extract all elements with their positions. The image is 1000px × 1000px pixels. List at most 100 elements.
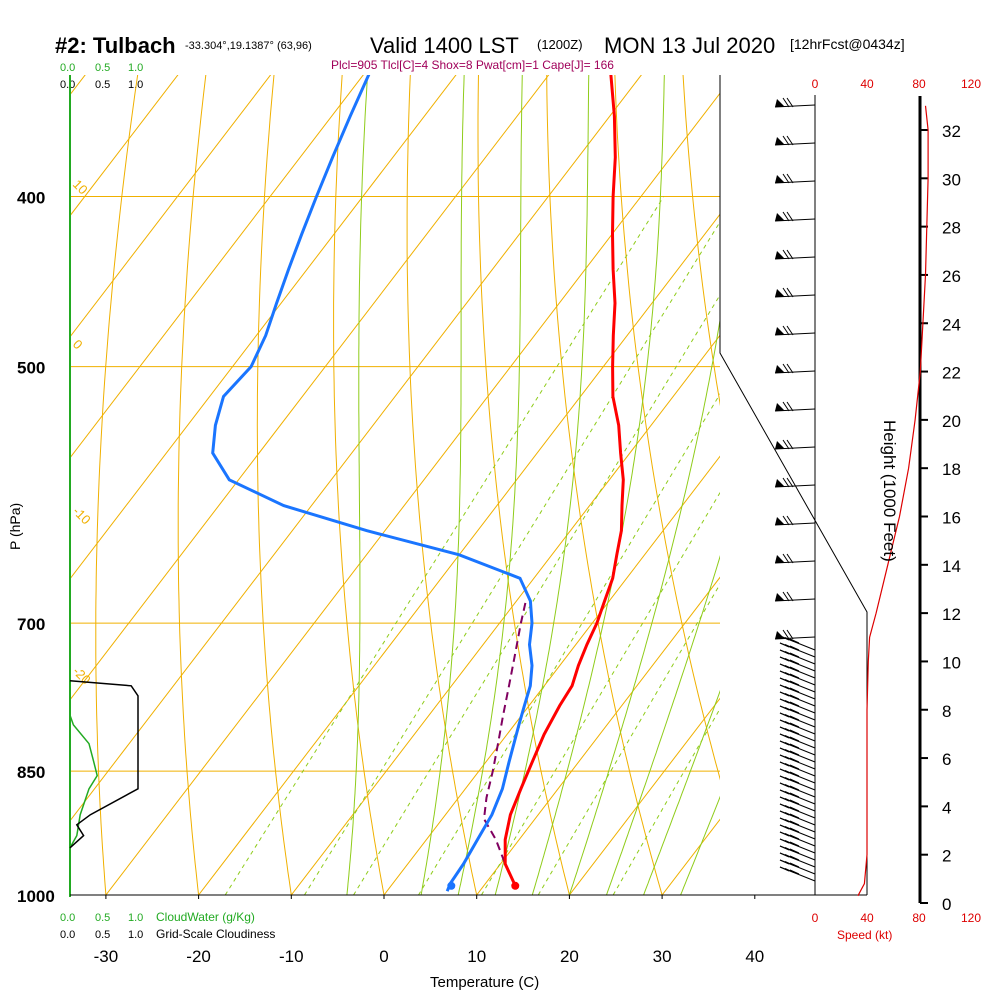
barb-flag bbox=[784, 658, 795, 663]
station-coords: -33.304°,19.1387° (63,96) bbox=[185, 40, 312, 52]
temperature-label: -10 bbox=[279, 947, 304, 966]
dry-adiabat bbox=[739, 0, 955, 932]
wind-barb bbox=[779, 761, 816, 777]
height-label: 10 bbox=[942, 653, 961, 672]
wind-barb bbox=[779, 670, 816, 686]
adiabat-label: -20 bbox=[70, 664, 94, 688]
barb-flag bbox=[779, 768, 790, 774]
pressure-label-500: 500 bbox=[17, 359, 45, 378]
barb-flag bbox=[779, 831, 790, 837]
barb-flag bbox=[782, 515, 790, 526]
temperature-label: -20 bbox=[186, 947, 211, 966]
barb-pennant bbox=[775, 251, 785, 259]
moist-adiabat bbox=[531, 75, 665, 895]
speed-axis-label: Speed (kt) bbox=[837, 928, 892, 942]
barb-pennant bbox=[775, 479, 785, 487]
moist-adiabat bbox=[346, 75, 369, 895]
wind-barb bbox=[774, 135, 816, 146]
wind-barb bbox=[774, 591, 816, 602]
moist-adiabat bbox=[420, 75, 465, 895]
wind-barb bbox=[779, 649, 816, 665]
cw-top-tick-2: 1.0 bbox=[128, 62, 143, 74]
wind-barb bbox=[774, 439, 816, 450]
barb-flag bbox=[779, 845, 790, 851]
barb-flag bbox=[789, 743, 800, 749]
temperature-label: 0 bbox=[379, 947, 388, 966]
barb-pennant bbox=[775, 365, 785, 373]
station-title: #2: Tulbach bbox=[55, 33, 176, 58]
wind-barb bbox=[774, 515, 816, 526]
barb-pennant bbox=[775, 403, 785, 411]
speed-top-label: 0 bbox=[812, 77, 819, 91]
wind-barb bbox=[774, 629, 816, 640]
wind-barb bbox=[779, 789, 816, 805]
barb-flag bbox=[779, 859, 790, 865]
barb-flag bbox=[779, 635, 790, 641]
barb-flag bbox=[784, 637, 795, 642]
cloudwater-scale-top: 0.0 0.5 1.0 bbox=[60, 62, 143, 74]
height-axis-label: Height (1000 Feet) bbox=[880, 420, 899, 562]
wind-barb bbox=[779, 712, 816, 728]
barb-flag bbox=[784, 693, 795, 698]
adiabat-label: -10 bbox=[70, 504, 94, 528]
surface-dewpoint-point bbox=[447, 881, 456, 890]
barb-flag bbox=[789, 722, 800, 728]
wind-barb bbox=[774, 363, 816, 374]
cloudiness-curve bbox=[69, 680, 139, 849]
barb-pennant bbox=[775, 99, 785, 107]
barb-flag bbox=[789, 834, 800, 840]
barb-flag bbox=[779, 782, 790, 788]
barb-flag bbox=[779, 810, 790, 816]
isotherm-line bbox=[198, 213, 720, 895]
barb-flag bbox=[786, 287, 794, 298]
height-label: 8 bbox=[942, 702, 951, 721]
dry-adiabat bbox=[801, 0, 1000, 932]
cl-top-tick-1: 0.5 bbox=[95, 79, 110, 91]
isotherm-line bbox=[290, 334, 720, 895]
cloudiness-scale-top: 0.0 0.5 1.0 bbox=[60, 79, 143, 91]
barb-flag bbox=[779, 838, 790, 844]
barb-flag bbox=[779, 775, 790, 781]
wind-barb bbox=[779, 796, 816, 812]
barb-flag bbox=[786, 477, 794, 488]
wind-barb bbox=[779, 642, 816, 658]
barb-flag bbox=[789, 785, 800, 791]
barb-flag bbox=[786, 325, 794, 336]
barb-flag bbox=[786, 553, 794, 564]
moist-adiabat bbox=[643, 689, 720, 895]
barb-flag bbox=[789, 820, 800, 826]
barb-pennant bbox=[775, 289, 785, 297]
wind-barb bbox=[779, 684, 816, 700]
dry-adiabat bbox=[406, 75, 478, 895]
barb-flag bbox=[779, 670, 790, 676]
barb-flag bbox=[779, 712, 790, 718]
temperature-label: 10 bbox=[467, 947, 486, 966]
isotherm-line bbox=[70, 75, 272, 338]
barb-flag bbox=[782, 629, 790, 640]
moist-adiabat bbox=[568, 317, 720, 895]
barb-flag bbox=[779, 866, 790, 872]
height-label: 0 bbox=[942, 895, 951, 914]
adiabat-label: 10 bbox=[70, 177, 91, 198]
cw-bottom-tick-0: 0.0 bbox=[60, 912, 75, 924]
zulu-time: (1200Z) bbox=[537, 37, 583, 52]
barb-flag bbox=[789, 827, 800, 833]
mixing-ratio-3 bbox=[353, 294, 720, 895]
wind-barb bbox=[774, 287, 816, 298]
barb-flag bbox=[786, 249, 794, 260]
wind-barb bbox=[774, 401, 816, 412]
wind-barb bbox=[774, 211, 816, 222]
wind-barb bbox=[779, 740, 816, 756]
stability-indices: Plcl=905 Tlcl[C]=4 Shox=8 Pwat[cm]=1 Cap… bbox=[331, 58, 614, 72]
barb-flag bbox=[789, 701, 800, 707]
mixing-ratio-8 bbox=[481, 491, 720, 895]
x-axis-label: Temperature (C) bbox=[430, 974, 539, 991]
barb-flag bbox=[782, 401, 790, 412]
wind-barb bbox=[779, 663, 816, 679]
moist-adiabat bbox=[606, 555, 720, 895]
barb-flag bbox=[789, 841, 800, 847]
speed-top-label: 80 bbox=[912, 77, 926, 91]
barb-flag bbox=[789, 673, 800, 679]
height-label: 12 bbox=[942, 605, 961, 624]
